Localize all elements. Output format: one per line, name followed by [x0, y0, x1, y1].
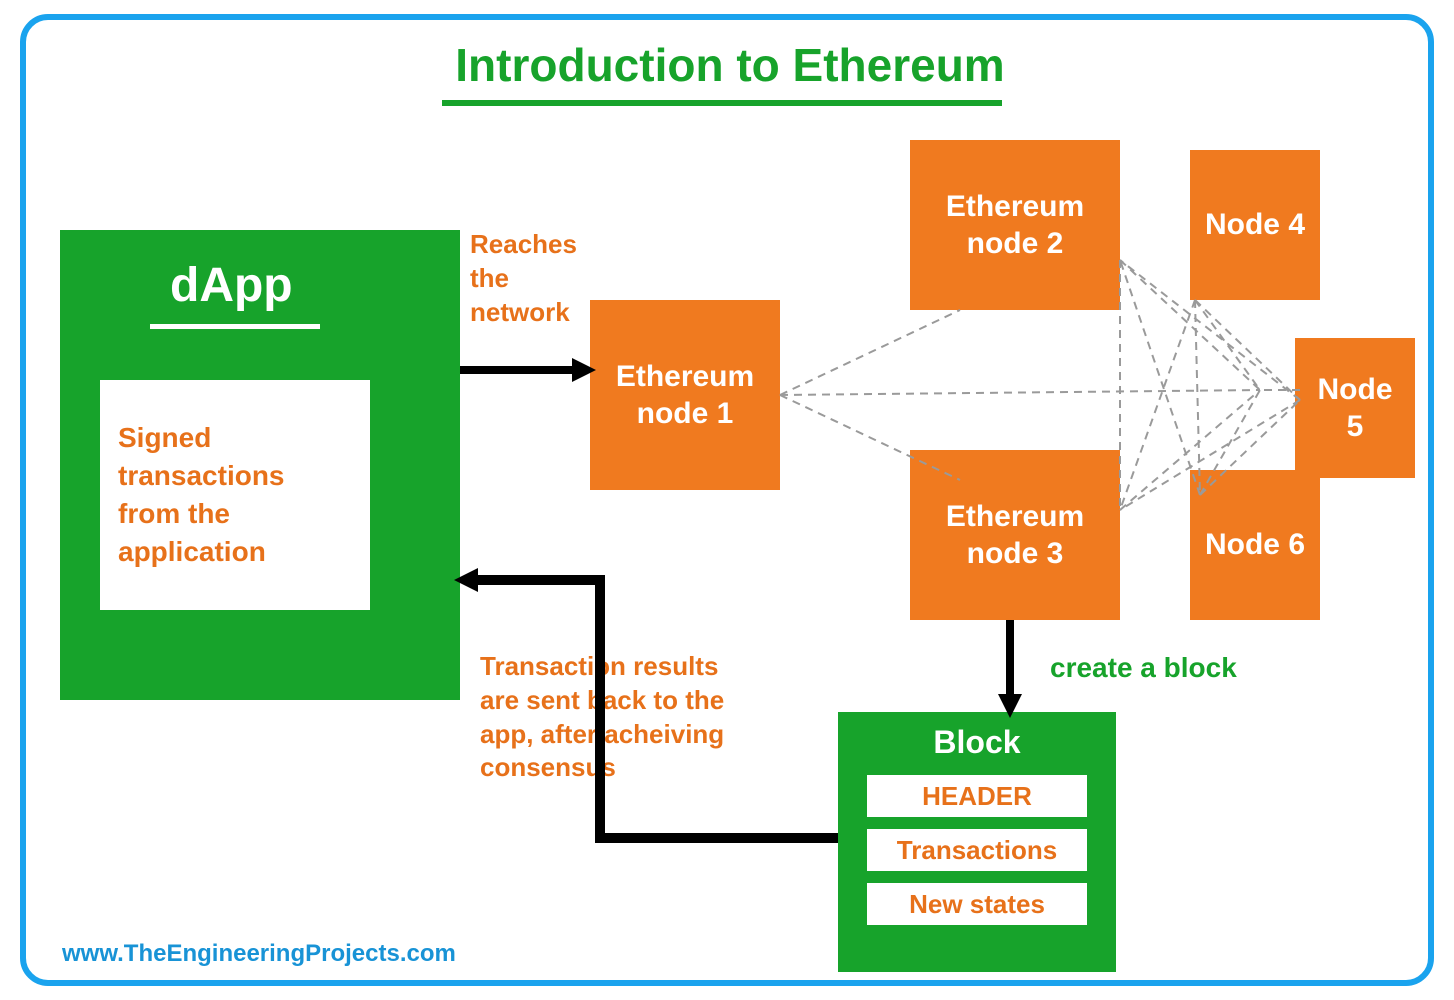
node-4: Node 4 — [1190, 150, 1320, 300]
reaches-network-label: Reaches the network — [470, 228, 610, 329]
ethereum-node-3-label: Ethereum node 3 — [920, 498, 1110, 573]
dapp-signed-transactions-text: Signed transactions from the application — [118, 419, 352, 570]
dapp-signed-transactions-box: Signed transactions from the application — [100, 380, 370, 610]
node-6: Node 6 — [1190, 470, 1320, 620]
node-6-label: Node 6 — [1205, 526, 1305, 564]
diagram-title: Introduction to Ethereum — [420, 38, 1040, 92]
ethereum-node-3: Ethereum node 3 — [910, 450, 1120, 620]
dapp-title-underline — [150, 324, 320, 329]
watermark-url: www.TheEngineeringProjects.com — [62, 940, 456, 968]
ethereum-node-1-label: Ethereum node 1 — [600, 358, 770, 433]
block-header-item: HEADER — [867, 775, 1087, 817]
create-block-label: create a block — [1050, 650, 1310, 686]
block-box: Block HEADER Transactions New states — [838, 712, 1116, 972]
transaction-results-label: Transaction results are sent back to the… — [480, 650, 750, 785]
block-transactions-item: Transactions — [867, 829, 1087, 871]
title-underline — [442, 100, 1002, 106]
dapp-title: dApp — [170, 258, 293, 313]
node-5: Node 5 — [1295, 338, 1415, 478]
node-5-label: Node 5 — [1305, 371, 1405, 446]
block-title: Block — [933, 724, 1020, 761]
ethereum-node-2-label: Ethereum node 2 — [920, 188, 1110, 263]
node-4-label: Node 4 — [1205, 206, 1305, 244]
ethereum-node-1: Ethereum node 1 — [590, 300, 780, 490]
block-new-states-item: New states — [867, 883, 1087, 925]
ethereum-node-2: Ethereum node 2 — [910, 140, 1120, 310]
